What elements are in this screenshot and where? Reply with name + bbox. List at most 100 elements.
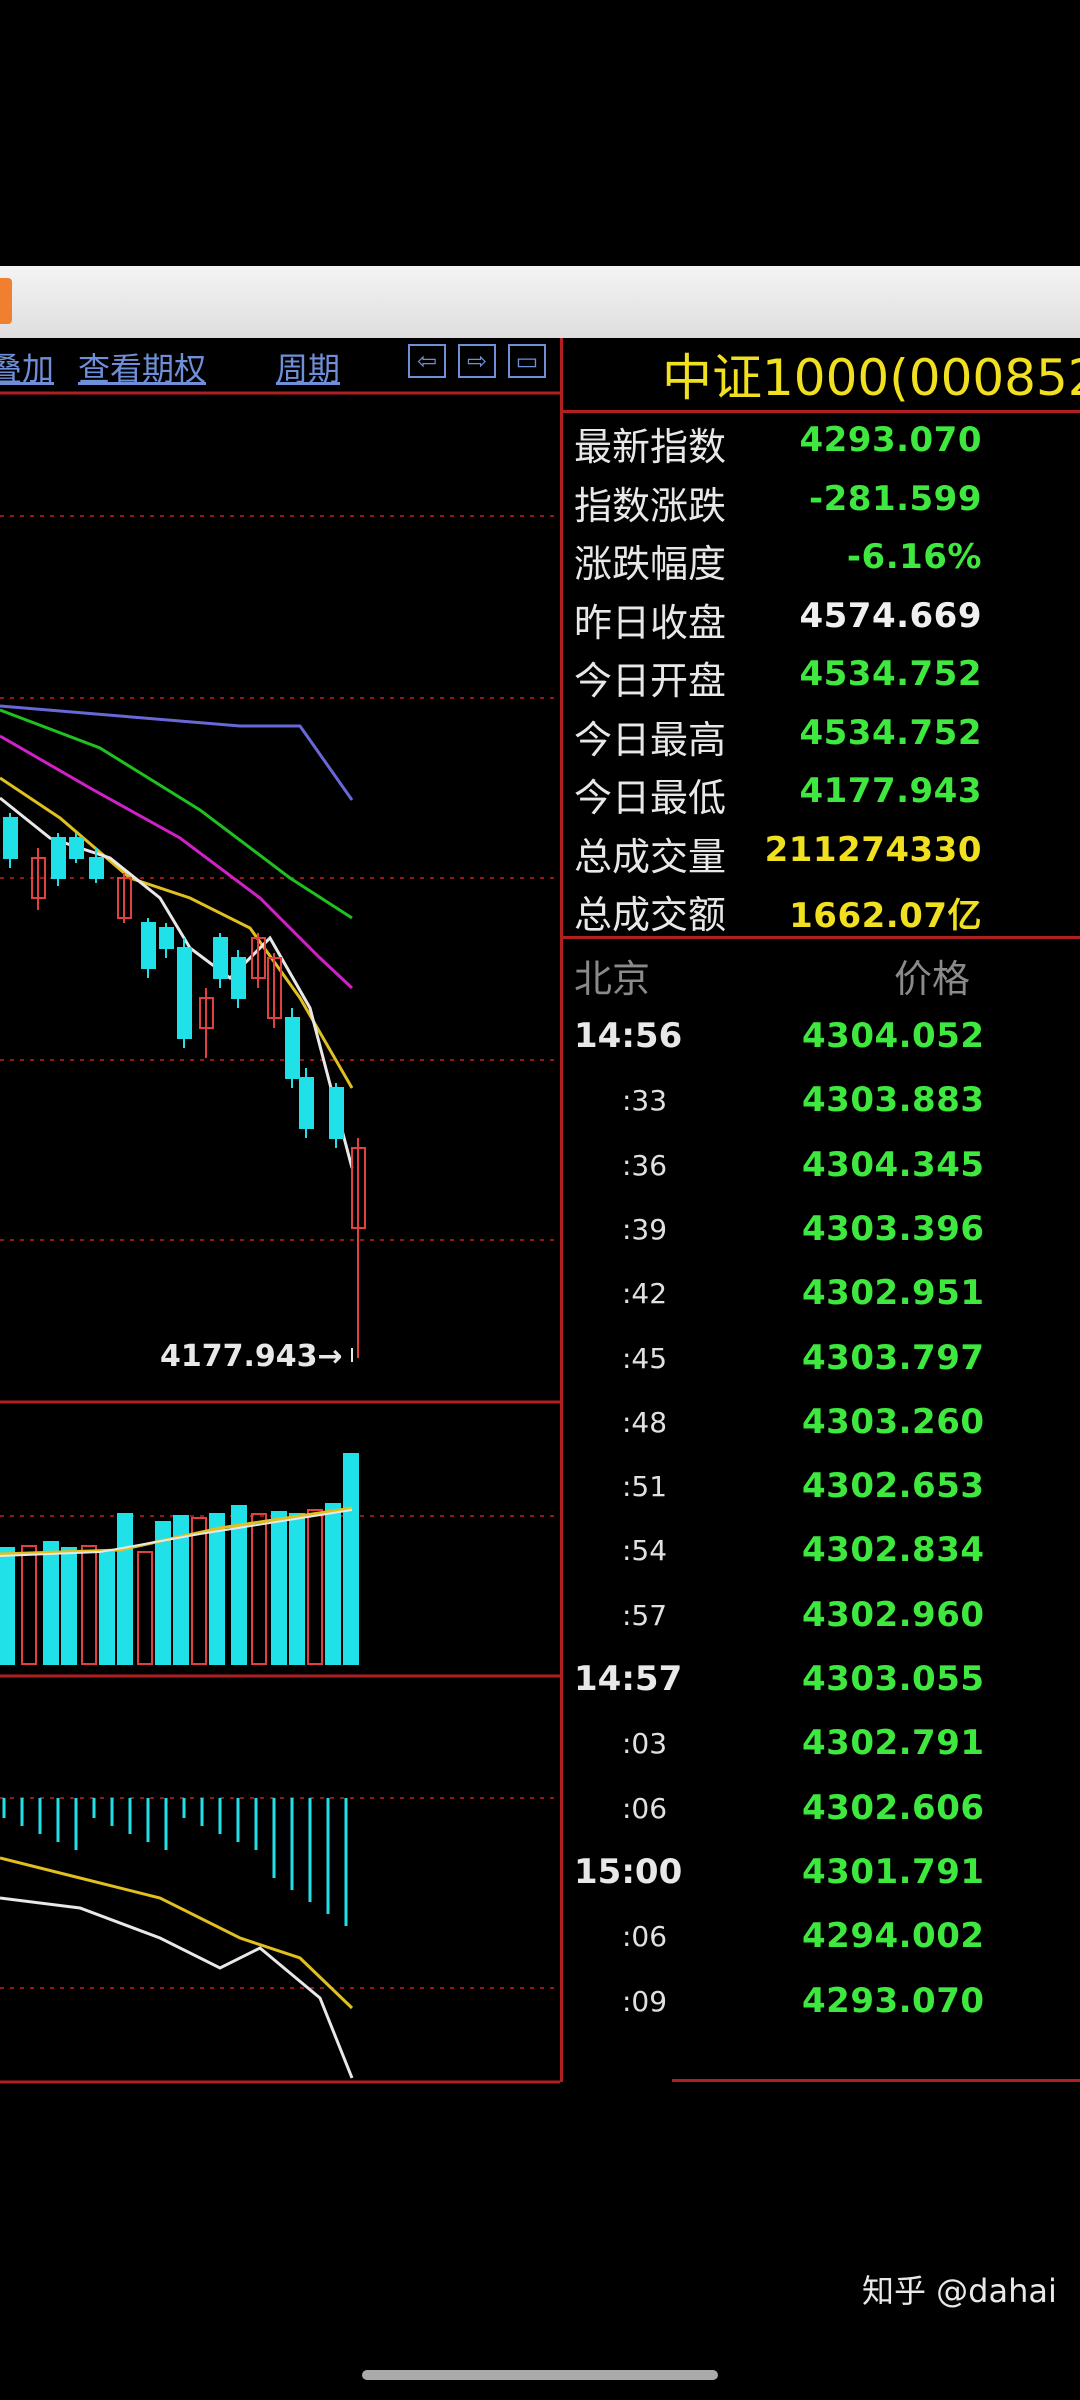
volume-bar (307, 1509, 323, 1665)
tick-time: :06 (622, 1791, 668, 1825)
volume-bar (325, 1503, 341, 1665)
period-menu-link[interactable]: 周期 (276, 350, 341, 388)
view-options-menu-link[interactable]: 查看期权 (78, 350, 207, 388)
window-title-bar (0, 266, 1080, 338)
info-row: 指数涨跌 -281.599 (574, 471, 994, 529)
candle-body (69, 837, 84, 859)
tick-price: 4302.951 (802, 1273, 985, 1314)
info-value: 211274330 (764, 829, 982, 870)
candlestick-chart: 4177.943→ (0, 391, 560, 2084)
tick-time: 15:00 (574, 1851, 683, 1892)
chart-toolbar: 叠加 查看期权 周期 ⇦ ⇨ ▭ (0, 338, 560, 388)
volume-bar (43, 1541, 59, 1665)
chart-marks (0, 704, 366, 2079)
volume-bar (0, 1547, 15, 1665)
candle-body (213, 937, 228, 979)
volume-bar (209, 1513, 225, 1665)
candle-body (159, 927, 174, 949)
tick-price: 4302.791 (802, 1723, 985, 1764)
info-row: 今日最高 4534.752 (574, 705, 994, 763)
tick-time: :06 (622, 1920, 668, 1954)
info-value: 4574.669 (799, 595, 982, 636)
tick-price: 4303.396 (802, 1208, 985, 1249)
info-value: 4293.070 (799, 420, 982, 460)
volume-bar (173, 1515, 189, 1665)
info-label: 今日开盘 (574, 659, 727, 703)
tick-time: :33 (622, 1084, 668, 1118)
info-label: 涨跌幅度 (574, 542, 727, 586)
tick-price: 4294.002 (802, 1916, 985, 1957)
info-row: 今日最低 4177.943 (574, 763, 994, 821)
candle-body (51, 837, 66, 879)
tick-header-price: 价格 (894, 957, 971, 1001)
candle-body (141, 922, 156, 969)
tick-price: 4302.606 (802, 1787, 985, 1828)
candle-body (267, 957, 282, 1019)
volume-average-line (0, 1509, 353, 1557)
info-label: 总成交量 (574, 834, 727, 879)
tick-time: :57 (622, 1598, 668, 1632)
info-value: 1662.07亿 (789, 896, 982, 936)
info-label: 指数涨跌 (574, 483, 727, 528)
info-row: 昨日收盘 4574.669 (574, 588, 994, 646)
tick-header-place: 北京 (574, 957, 651, 1001)
low-price-annotation: 4177.943→ (160, 1339, 343, 1374)
info-bottom-line (563, 936, 1080, 939)
candle-body (251, 937, 266, 979)
volume-bar (99, 1551, 115, 1665)
candle-body (231, 957, 246, 999)
tick-price: 4302.834 (802, 1530, 985, 1571)
candle-body (89, 857, 104, 879)
info-header-line (563, 410, 1080, 413)
chart-grid (0, 391, 560, 2084)
tick-price: 4303.260 (802, 1401, 985, 1442)
candle-body (3, 817, 18, 859)
info-label: 总成交额 (574, 893, 727, 937)
info-row: 总成交额 1662.07亿 (574, 880, 994, 938)
volume-bar (271, 1511, 287, 1665)
app-icon (0, 278, 12, 324)
tick-price: 4302.653 (802, 1466, 985, 1507)
moving-average-line-1 (0, 704, 354, 801)
tick-price: 4303.055 (802, 1659, 985, 1699)
candle-body (351, 1147, 366, 1229)
tick-time: 14:56 (574, 1016, 683, 1056)
volume-bar (81, 1545, 97, 1665)
info-row: 最新指数 4293.070 (574, 412, 994, 470)
info-label: 今日最高 (574, 717, 727, 762)
volume-bar (231, 1505, 247, 1665)
moving-average-line-2 (0, 708, 353, 920)
candle-body (329, 1087, 344, 1139)
tick-time: :48 (622, 1405, 668, 1439)
macd-line (0, 1896, 354, 2079)
info-value: -6.16% (846, 537, 982, 577)
moving-average-line-4 (0, 776, 354, 1089)
tick-price: 4304.052 (802, 1016, 985, 1056)
info-label: 昨日收盘 (574, 600, 727, 645)
volume-bar (191, 1517, 207, 1665)
tick-price: 4303.883 (802, 1080, 985, 1121)
candle-body (285, 1017, 300, 1079)
info-row: 总成交量 211274330 (574, 822, 994, 880)
arrow-right-icon[interactable]: ⇨ (458, 344, 496, 378)
layout-toggle-icon[interactable]: ▭ (508, 344, 546, 378)
volume-bar (155, 1521, 171, 1665)
tick-time: :09 (622, 1984, 668, 2018)
volume-bar (137, 1551, 153, 1665)
arrow-left-icon[interactable]: ⇦ (408, 344, 446, 378)
tick-price: 4303.797 (802, 1337, 985, 1378)
home-indicator[interactable] (362, 2370, 718, 2380)
info-row: 涨跌幅度 -6.16% (574, 529, 994, 587)
index-title: 中证1000(000852 (662, 349, 1080, 407)
info-value: 4177.943 (799, 771, 982, 811)
volume-bar (251, 1513, 267, 1665)
candle-body (177, 947, 192, 1039)
info-label: 最新指数 (574, 425, 727, 469)
candle-body (199, 997, 214, 1029)
tick-time: :36 (622, 1148, 668, 1182)
panel-divider (560, 338, 563, 2082)
info-label: 今日最低 (574, 776, 727, 820)
tick-time: :45 (622, 1341, 668, 1375)
overlay-menu-link[interactable]: 叠加 (0, 350, 55, 388)
tick-time: :39 (622, 1212, 668, 1246)
